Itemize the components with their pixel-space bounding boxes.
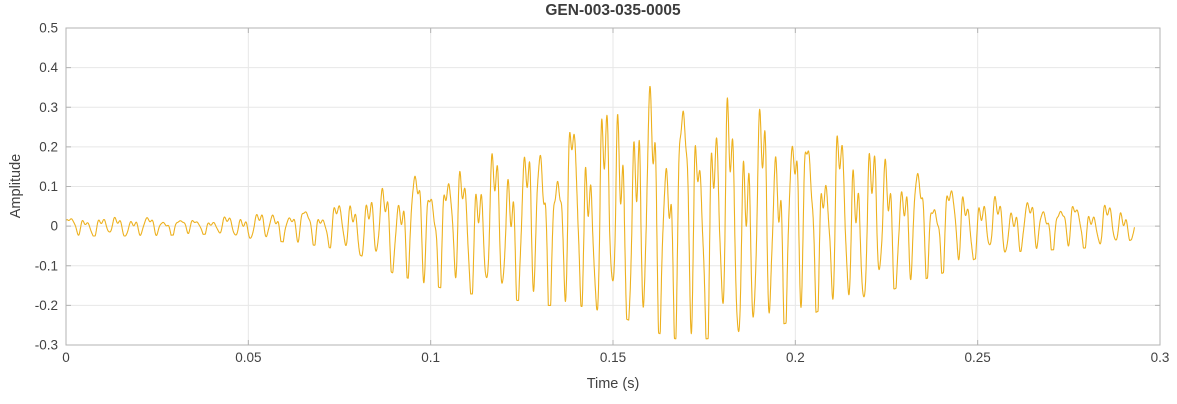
waveform-line	[65, 85, 1136, 340]
y-tick-label: 0.2	[39, 139, 58, 154]
y-tick-label: 0.3	[39, 100, 58, 115]
x-tick-label: 0.05	[235, 350, 261, 365]
x-tick-label: 0.25	[965, 350, 991, 365]
y-tick-label: 0.4	[39, 60, 58, 75]
x-tick-label: 0.3	[1151, 350, 1170, 365]
y-tick-label: 0	[50, 219, 58, 234]
chart-title: GEN-003-035-0005	[545, 2, 681, 19]
x-tick-label: 0	[62, 350, 70, 365]
x-tick-label: 0.15	[600, 350, 626, 365]
x-axis-label: Time (s)	[586, 376, 640, 392]
y-tick-label: 0.5	[39, 21, 58, 36]
y-tick-label: -0.3	[35, 338, 58, 353]
y-tick-label: -0.1	[35, 258, 58, 273]
x-tick-label: 0.1	[421, 350, 440, 365]
y-tick-label: -0.2	[35, 298, 58, 313]
x-tick-label: 0.2	[786, 350, 805, 365]
y-tick-label: 0.1	[39, 179, 58, 194]
